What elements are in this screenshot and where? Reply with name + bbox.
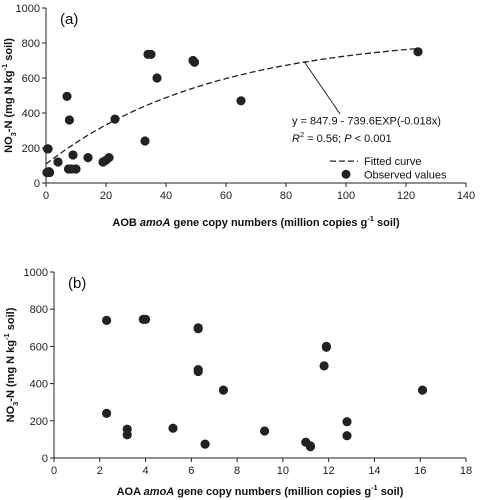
data-point: [110, 114, 120, 124]
data-point: [236, 96, 246, 106]
data-point: [193, 324, 203, 334]
x-tick-label: 140: [457, 190, 475, 202]
data-point: [140, 136, 150, 146]
panel-label: (b): [68, 275, 86, 292]
y-tick-label: 800: [30, 304, 48, 316]
data-point: [342, 417, 352, 427]
x-tick-label: 10: [277, 465, 289, 477]
data-point: [146, 49, 156, 60]
fit-equation: y = 847.9 - 739.6EXP(-0.018x): [292, 115, 441, 127]
y-tick-label: 200: [22, 143, 40, 155]
legend-label-observed: Observed values: [364, 169, 447, 181]
x-tick-label: 14: [368, 465, 380, 477]
x-tick-label: 6: [188, 465, 194, 477]
data-point: [104, 153, 114, 163]
data-point: [168, 423, 178, 433]
data-point: [319, 361, 329, 371]
data-point: [218, 385, 228, 395]
x-tick-label: 120: [397, 190, 415, 202]
y-tick-label: 800: [22, 38, 40, 50]
data-point: [45, 167, 55, 178]
data-point: [193, 366, 203, 377]
x-axis-label: AOB amoA gene copy numbers (million copi…: [112, 214, 400, 229]
y-tick-label: 1000: [16, 3, 40, 15]
x-tick-label: 0: [51, 465, 57, 477]
x-tick-label: 40: [160, 190, 172, 202]
legend-label-fitted: Fitted curve: [364, 156, 421, 168]
x-tick-label: 18: [460, 465, 472, 477]
x-tick-label: 8: [234, 465, 240, 477]
data-point: [417, 385, 428, 395]
data-point: [321, 342, 331, 352]
data-point: [189, 57, 200, 67]
x-tick-label: 20: [100, 190, 112, 202]
data-point: [71, 164, 81, 174]
data-point: [102, 315, 112, 325]
chart-panel-b: 0 200 400 600 800 1000 0 2 4 6 8 10 12 14 16 18 AOA amoA…: [2, 267, 472, 498]
data-point: [102, 408, 112, 418]
x-tick-label: 80: [280, 190, 292, 202]
x-tick-label: 60: [220, 190, 232, 202]
data-point: [64, 115, 74, 125]
data-point: [152, 73, 162, 83]
x-tick-label: 4: [142, 465, 148, 477]
data-point: [122, 430, 132, 440]
y-axis-label: NO3-N (mg N kg-1 soil): [2, 307, 20, 422]
fit-statistics: R2 = 0.56; P < 0.001: [292, 130, 392, 145]
chart-panel-a: 0 200 400 600 800 1000 0 20 40 60 80 100 120 140 AOB a…: [0, 3, 475, 229]
x-tick-label: 2: [97, 465, 103, 477]
y-tick-label: 200: [30, 416, 48, 428]
annotation-leader-line: [303, 61, 341, 115]
data-point: [413, 47, 423, 57]
y-tick-label: 0: [34, 178, 40, 190]
y-tick-label: 400: [22, 108, 40, 120]
data-point: [141, 314, 151, 324]
panel-label: (a): [60, 11, 78, 28]
y-axis-label: NO3-N (mg N kg-1 soil): [0, 38, 18, 153]
y-tick-label: 400: [30, 379, 48, 391]
y-tick-label: 1000: [24, 267, 48, 279]
data-point: [53, 157, 63, 167]
y-tick-label: 600: [30, 341, 48, 353]
fitted-curve-line: [45, 47, 419, 165]
legend-marker-swatch: [341, 169, 351, 179]
x-tick-label: 0: [43, 190, 49, 202]
data-point: [342, 431, 352, 441]
y-tick-label: 600: [22, 73, 40, 85]
y-tick-label: 0: [42, 453, 48, 465]
x-tick-label: 100: [337, 190, 355, 202]
data-point: [200, 439, 210, 449]
x-tick-label: 16: [414, 465, 426, 477]
x-axis-label: AOA amoA gene copy numbers (million copi…: [117, 483, 404, 498]
x-tick-label: 12: [323, 465, 335, 477]
data-point: [68, 150, 78, 160]
data-point: [62, 91, 72, 101]
data-point: [260, 426, 270, 436]
data-point: [83, 153, 93, 163]
data-point: [305, 442, 315, 452]
data-point: [43, 144, 53, 154]
